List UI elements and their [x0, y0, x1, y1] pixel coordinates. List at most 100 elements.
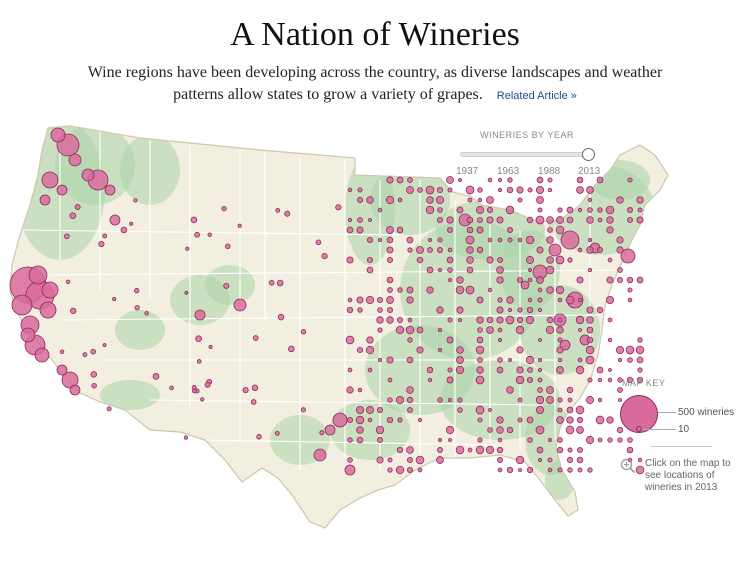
winery-bubble[interactable] — [185, 246, 190, 251]
winery-bubble[interactable] — [425, 185, 435, 195]
winery-bubble[interactable] — [637, 337, 643, 343]
winery-bubble[interactable] — [82, 352, 88, 358]
winery-bubble[interactable] — [74, 204, 81, 211]
winery-bubble[interactable] — [476, 366, 484, 374]
winery-bubble[interactable] — [595, 415, 605, 425]
winery-bubble[interactable] — [567, 397, 573, 403]
winery-bubble[interactable] — [486, 196, 494, 204]
winery-bubble[interactable] — [585, 435, 595, 445]
winery-bubble[interactable] — [435, 195, 445, 205]
winery-bubble[interactable] — [517, 237, 523, 243]
winery-bubble[interactable] — [526, 256, 534, 264]
winery-bubble[interactable] — [368, 218, 372, 222]
winery-bubble[interactable] — [346, 226, 354, 234]
winery-bubble[interactable] — [546, 256, 554, 264]
winery-bubble[interactable] — [545, 265, 555, 275]
winery-bubble[interactable] — [347, 297, 353, 303]
winery-bubble[interactable] — [547, 437, 553, 443]
winery-bubble[interactable] — [367, 417, 373, 423]
winery-bubble[interactable] — [577, 467, 583, 473]
winery-bubble[interactable] — [346, 306, 354, 314]
winery-bubble[interactable] — [169, 385, 174, 391]
winery-bubble[interactable] — [485, 445, 495, 455]
winery-bubble[interactable] — [416, 326, 424, 334]
winery-bubble[interactable] — [284, 210, 291, 217]
winery-bubble[interactable] — [396, 226, 404, 234]
winery-bubble[interactable] — [190, 216, 198, 224]
winery-bubble[interactable] — [616, 236, 624, 244]
winery-bubble[interactable] — [134, 287, 140, 294]
winery-bubble[interactable] — [376, 456, 384, 464]
winery-bubble[interactable] — [395, 325, 405, 335]
winery-bubble[interactable] — [355, 415, 365, 425]
winery-bubble[interactable] — [515, 375, 525, 385]
winery-bubble[interactable] — [347, 187, 353, 193]
winery-bubble[interactable] — [626, 276, 634, 284]
winery-bubble[interactable] — [477, 417, 483, 423]
winery-bubble[interactable] — [407, 317, 413, 323]
winery-bubble[interactable] — [597, 247, 603, 253]
winery-bubble[interactable] — [486, 316, 494, 324]
winery-bubble[interactable] — [415, 455, 425, 465]
winery-bubble[interactable] — [397, 197, 403, 203]
winery-bubble[interactable] — [366, 266, 374, 274]
related-article-link[interactable]: Related Article » — [496, 90, 577, 102]
winery-bubble[interactable] — [487, 177, 493, 183]
winery-bubble[interactable] — [225, 243, 231, 249]
winery-bubble[interactable] — [515, 455, 525, 465]
winery-bubble[interactable] — [617, 377, 623, 383]
winery-bubble[interactable] — [120, 226, 128, 234]
winery-bubble[interactable] — [387, 457, 393, 463]
winery-bubble[interactable] — [377, 357, 383, 363]
winery-bubble[interactable] — [597, 217, 603, 223]
winery-bubble[interactable] — [497, 467, 503, 473]
winery-bubble[interactable] — [207, 232, 212, 237]
winery-bubble[interactable] — [321, 252, 328, 260]
winery-bubble[interactable] — [556, 446, 564, 454]
winery-bubble[interactable] — [475, 205, 485, 215]
winery-bubble[interactable] — [537, 207, 543, 213]
winery-bubble[interactable] — [577, 357, 583, 363]
winery-bubble[interactable] — [606, 416, 614, 424]
winery-bubble[interactable] — [465, 235, 475, 245]
winery-bubble[interactable] — [475, 445, 485, 455]
winery-bubble[interactable] — [518, 468, 522, 472]
winery-bubble[interactable] — [498, 338, 502, 342]
winery-bubble[interactable] — [332, 412, 348, 428]
winery-bubble[interactable] — [406, 446, 414, 454]
winery-bubble[interactable] — [565, 425, 575, 435]
winery-bubble[interactable] — [616, 196, 624, 204]
winery-bubble[interactable] — [64, 233, 70, 240]
winery-bubble[interactable] — [81, 168, 95, 182]
winery-bubble[interactable] — [627, 207, 633, 213]
winery-bubble[interactable] — [377, 307, 383, 313]
winery-bubble[interactable] — [536, 446, 544, 454]
winery-bubble[interactable] — [517, 417, 523, 423]
winery-bubble[interactable] — [496, 316, 504, 324]
winery-bubble[interactable] — [636, 196, 644, 204]
winery-bubble[interactable] — [395, 395, 405, 405]
winery-bubble[interactable] — [567, 467, 573, 473]
winery-bubble[interactable] — [252, 335, 259, 341]
winery-bubble[interactable] — [268, 279, 275, 286]
winery-bubble[interactable] — [587, 377, 593, 383]
winery-bubble[interactable] — [576, 186, 584, 194]
winery-bubble[interactable] — [555, 225, 565, 235]
winery-bubble[interactable] — [426, 286, 434, 294]
winery-bubble[interactable] — [537, 387, 543, 393]
winery-bubble[interactable] — [376, 316, 384, 324]
winery-bubble[interactable] — [486, 216, 494, 224]
winery-bubble[interactable] — [520, 280, 530, 290]
winery-bubble[interactable] — [546, 286, 554, 294]
winery-bubble[interactable] — [39, 301, 57, 319]
winery-bubble[interactable] — [375, 425, 385, 435]
winery-bubble[interactable] — [507, 237, 513, 243]
winery-bubble[interactable] — [437, 237, 443, 243]
winery-bubble[interactable] — [447, 277, 453, 283]
winery-bubble[interactable] — [41, 281, 59, 299]
winery-bubble[interactable] — [251, 384, 259, 391]
winery-bubble[interactable] — [447, 227, 453, 233]
winery-bubble[interactable] — [496, 366, 504, 374]
winery-bubble[interactable] — [486, 256, 494, 264]
winery-bubble[interactable] — [152, 373, 160, 380]
